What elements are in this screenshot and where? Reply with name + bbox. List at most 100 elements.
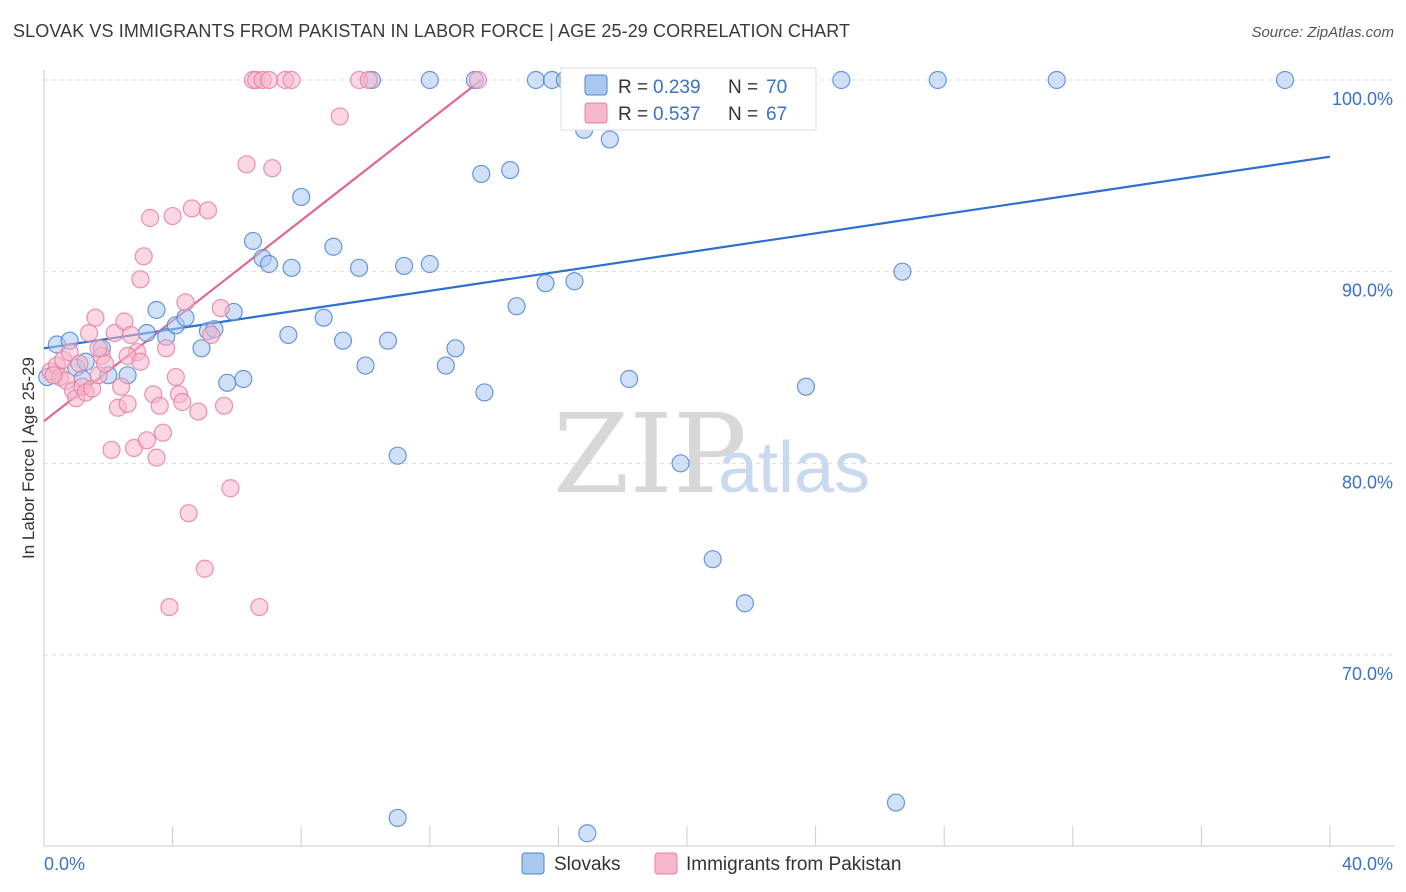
data-point-slovaks xyxy=(234,369,253,389)
legend-swatch-pakistan xyxy=(584,102,608,124)
data-point-slovaks xyxy=(333,331,353,350)
data-point-pakistan xyxy=(137,431,156,450)
data-point-pakistan xyxy=(131,352,150,371)
data-point-pakistan xyxy=(468,70,488,90)
data-point-pakistan xyxy=(250,597,269,617)
x-tick-label: 40.0% xyxy=(1342,854,1393,874)
data-point-slovaks xyxy=(735,594,754,613)
data-point-pakistan xyxy=(150,396,169,415)
data-point-slovaks xyxy=(388,446,407,465)
data-point-slovaks xyxy=(620,369,639,389)
data-point-pakistan xyxy=(182,199,201,218)
data-point-slovaks xyxy=(565,272,584,291)
data-point-pakistan xyxy=(176,293,195,312)
data-point-slovaks xyxy=(507,297,526,316)
data-point-slovaks xyxy=(832,70,851,90)
data-point-pakistan xyxy=(95,354,115,373)
x-tick-label: 0.0% xyxy=(44,854,85,874)
data-point-slovaks xyxy=(378,331,398,350)
watermark-zip: ZIP xyxy=(553,390,747,518)
data-point-pakistan xyxy=(282,70,301,90)
data-point-slovaks xyxy=(259,254,279,274)
axis-layer: 70.0% 80.0% 90.0% 100.0% 0.0% 40.0% xyxy=(43,70,1395,874)
data-point-pakistan xyxy=(134,247,153,266)
data-point-slovaks xyxy=(349,258,369,277)
legend-n-label-pakistan: N = xyxy=(728,104,758,125)
watermark-atlas: atlas xyxy=(718,428,870,508)
legend-r-value-slovaks: 0.239 xyxy=(653,77,701,98)
data-point-slovaks xyxy=(501,160,520,180)
data-point-pakistan xyxy=(173,392,192,412)
data-point-slovaks xyxy=(671,454,690,473)
data-point-slovaks xyxy=(436,356,455,375)
legend-swatch-slovaks xyxy=(584,74,608,96)
data-point-slovaks xyxy=(420,70,439,90)
data-point-slovaks xyxy=(578,824,597,843)
y-axis-label: In Labor Force | Age 25-29 xyxy=(19,357,38,559)
data-point-slovaks xyxy=(600,130,619,149)
data-point-slovaks xyxy=(893,262,912,281)
data-point-slovaks xyxy=(314,308,333,327)
data-point-slovaks xyxy=(928,70,947,90)
data-point-pakistan xyxy=(195,559,214,578)
data-point-pakistan xyxy=(330,107,349,126)
data-point-pakistan xyxy=(359,70,378,90)
data-point-slovaks xyxy=(703,550,722,569)
bottom-legend-label-pakistan: Immigrants from Pakistan xyxy=(686,854,901,875)
legend-n-value-pakistan: 67 xyxy=(766,104,787,125)
legend-n-label-slovaks: N = xyxy=(728,77,758,98)
data-point-slovaks xyxy=(536,274,555,293)
data-point-slovaks xyxy=(218,373,237,392)
data-point-slovaks xyxy=(1275,70,1295,90)
data-point-pakistan xyxy=(140,208,160,228)
bottom-legend-swatch-slovaks xyxy=(521,852,545,875)
data-point-slovaks xyxy=(394,256,414,276)
data-point-slovaks xyxy=(137,323,156,343)
data-point-pakistan xyxy=(202,325,221,345)
data-point-slovaks xyxy=(147,300,166,320)
data-point-slovaks xyxy=(796,377,816,396)
data-point-slovaks xyxy=(475,383,494,402)
chart-title: SLOVAK VS IMMIGRANTS FROM PAKISTAN IN LA… xyxy=(13,21,851,41)
data-point-pakistan xyxy=(163,206,182,226)
data-point-pakistan xyxy=(221,479,240,498)
data-point-pakistan xyxy=(147,448,166,467)
data-point-pakistan xyxy=(89,339,108,358)
data-point-slovaks xyxy=(446,339,465,358)
series-legend: Slovaks Immigrants from Pakistan xyxy=(521,852,901,875)
bottom-legend-swatch-pakistan xyxy=(654,852,678,875)
data-point-pakistan xyxy=(121,325,140,345)
legend-r-label-pakistan: R = xyxy=(618,104,648,125)
data-point-slovaks xyxy=(292,187,311,207)
data-point-pakistan xyxy=(160,597,179,617)
trend-layer xyxy=(43,79,1331,423)
data-point-pakistan xyxy=(198,201,218,220)
data-point-pakistan xyxy=(237,155,256,174)
data-point-slovaks xyxy=(526,70,545,90)
data-point-slovaks xyxy=(279,325,298,345)
data-point-slovaks xyxy=(324,237,343,256)
data-point-pakistan xyxy=(118,394,137,414)
y-tick-label: 90.0% xyxy=(1342,281,1393,301)
data-point-pakistan xyxy=(179,504,198,523)
data-point-slovaks xyxy=(192,339,211,358)
data-point-pakistan xyxy=(157,339,176,358)
correlation-legend: R = 0.239 N = 70 R = 0.537 N = 67 xyxy=(560,67,817,131)
legend-r-value-pakistan: 0.537 xyxy=(653,104,701,125)
data-point-pakistan xyxy=(112,377,131,396)
data-point-pakistan xyxy=(131,270,150,289)
data-point-slovaks xyxy=(243,231,263,251)
y-tick-label: 70.0% xyxy=(1342,664,1393,684)
data-point-pakistan xyxy=(189,402,208,421)
data-point-slovaks xyxy=(282,258,301,277)
data-point-pakistan xyxy=(263,159,282,178)
data-point-pakistan xyxy=(70,354,89,373)
data-point-slovaks xyxy=(356,356,375,375)
legend-n-value-slovaks: 70 xyxy=(766,77,787,98)
data-point-slovaks xyxy=(388,808,407,828)
data-point-pakistan xyxy=(166,367,185,387)
data-point-pakistan xyxy=(79,323,99,343)
data-point-pakistan xyxy=(214,396,234,415)
trend-line-slovaks xyxy=(43,155,1331,350)
